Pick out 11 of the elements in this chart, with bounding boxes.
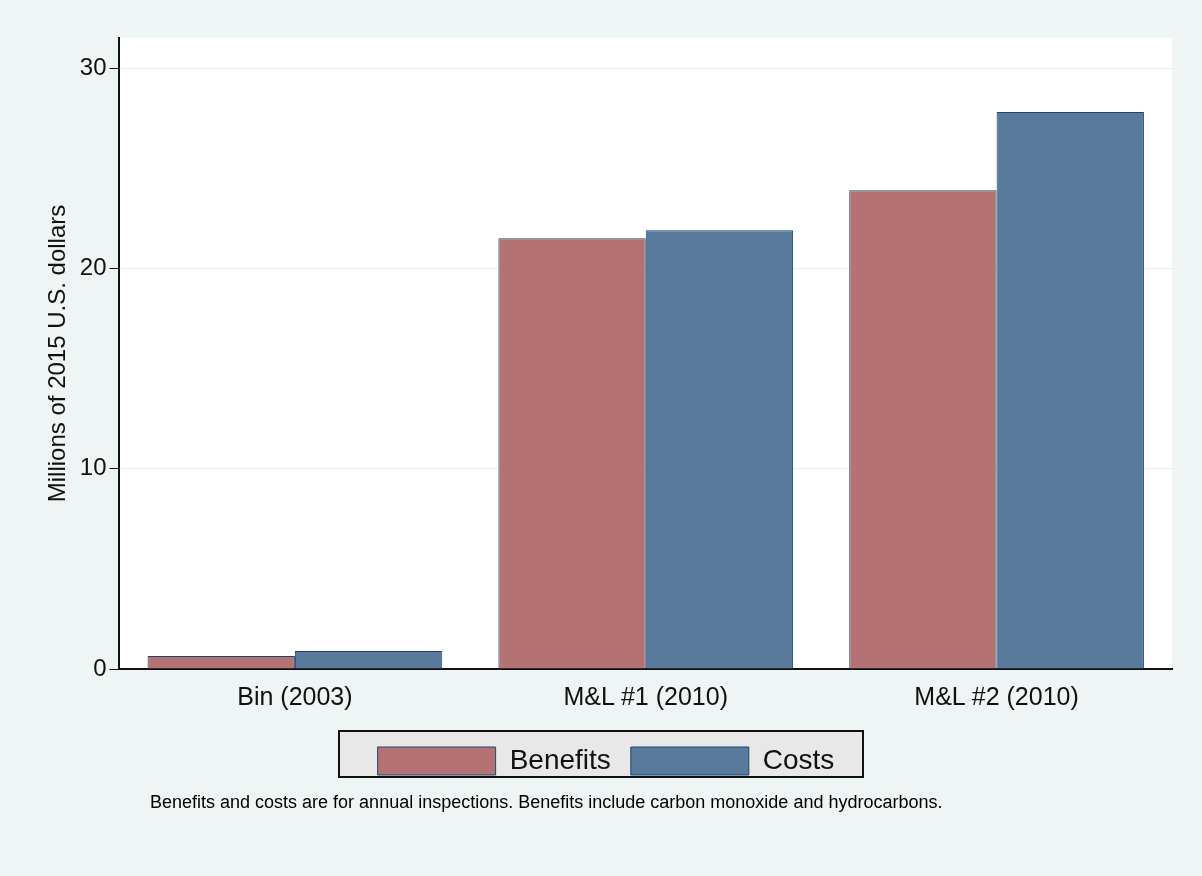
- x-tick-label: M&L #1 (2010): [563, 681, 728, 710]
- y-tick-label: 10: [79, 453, 107, 481]
- y-tick-label: 30: [79, 52, 107, 80]
- y-tick-label: 0: [93, 653, 107, 681]
- legend-label: Costs: [762, 743, 835, 775]
- y-axis-title: Millions of 2015 U.S. dollars: [43, 204, 71, 503]
- legend-label: Benefits: [509, 743, 611, 775]
- text: Benefits and costs are for annual inspections. Benefits include carbon monoxide and hydrocarbons.: [150, 792, 944, 813]
- x-tick-label: M&L #2 (2010): [914, 681, 1079, 710]
- x-tick-label: Bin (2003): [237, 681, 353, 710]
- y-tick-label: 20: [79, 252, 107, 280]
